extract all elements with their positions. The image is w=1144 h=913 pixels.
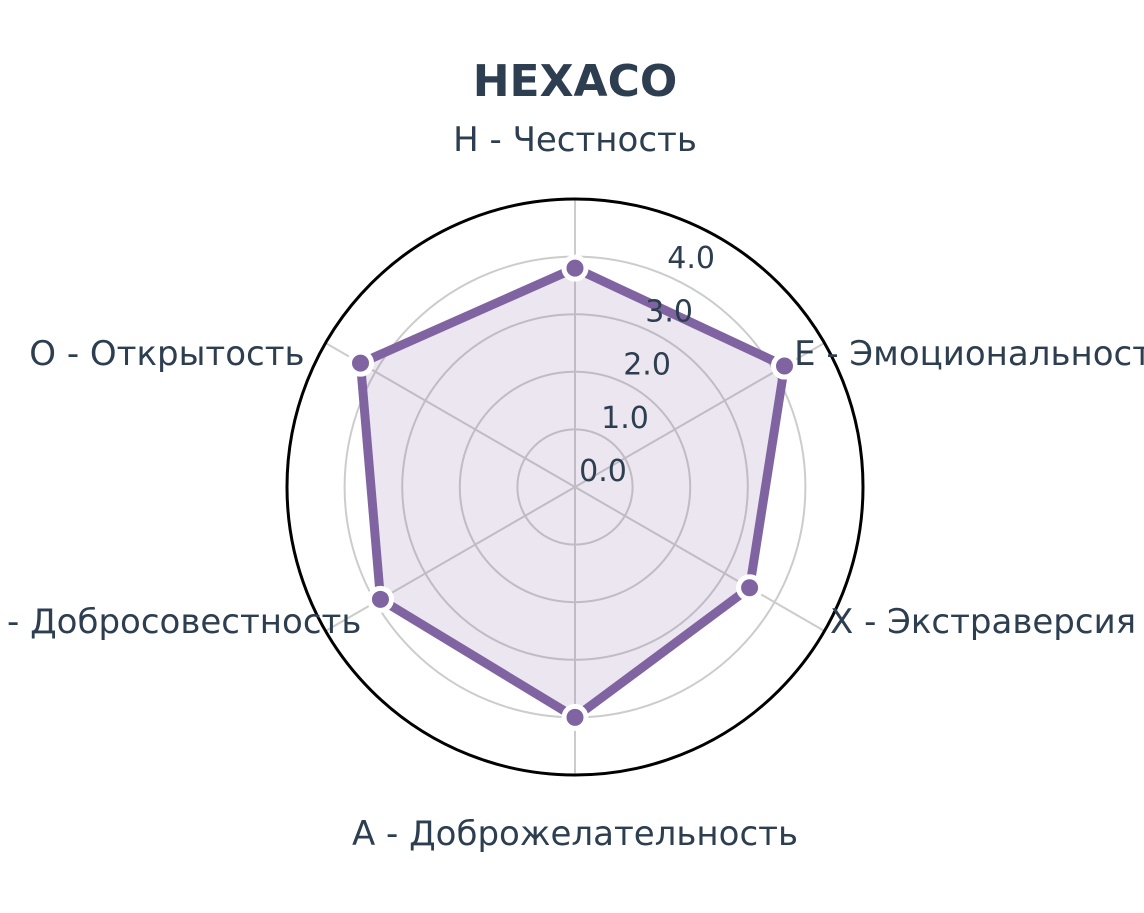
series-area (360, 268, 785, 718)
data-point (736, 574, 764, 602)
category-label: H - Честность (453, 120, 697, 160)
data-point (347, 349, 375, 377)
category-label: C - Добросовестность (0, 602, 361, 642)
data-point (771, 352, 799, 380)
grid-spoke (325, 486, 576, 632)
r-tick-label: 2.0 (623, 348, 671, 383)
r-tick-label: 4.0 (667, 241, 715, 276)
r-tick-label: 3.0 (645, 294, 693, 329)
r-tick-label: 1.0 (601, 401, 649, 436)
data-point (561, 254, 589, 282)
category-label: O - Открытость (29, 334, 304, 374)
category-label: E - Эмоциональность (794, 334, 1144, 374)
r-tick-label: 0.0 (579, 454, 627, 489)
category-label: A - Доброжелательность (352, 814, 798, 854)
category-labels: H - Честность E - Эмоциональность X - Экст… (0, 120, 1144, 854)
radial-tick-labels: 0.0 1.0 2.0 3.0 4.0 (579, 241, 715, 489)
category-label: X - Экстраверсия (830, 602, 1136, 642)
data-point (561, 703, 589, 731)
grid-spoke (574, 486, 825, 632)
outer-frame (285, 197, 865, 777)
chart-title: HEXACO (473, 56, 678, 107)
outer-circle (285, 197, 865, 777)
data-point (366, 585, 394, 613)
series-layer (347, 254, 799, 731)
